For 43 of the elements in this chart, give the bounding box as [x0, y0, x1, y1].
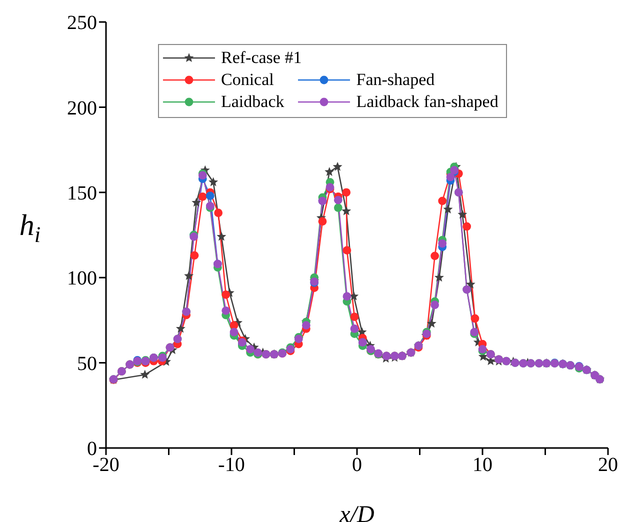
y-tick-label: 200 [67, 97, 97, 120]
y-tick-label: 150 [67, 182, 97, 204]
point [216, 232, 226, 241]
y-tick-label: 50 [77, 352, 97, 375]
point [140, 370, 150, 379]
point [208, 177, 218, 186]
point [318, 217, 327, 226]
x-tick-label: 0 [352, 454, 362, 476]
point [342, 206, 352, 216]
point [206, 192, 214, 200]
point [443, 204, 453, 214]
point [342, 188, 351, 197]
point [350, 312, 359, 321]
point [198, 192, 207, 201]
point [434, 272, 444, 282]
point [349, 291, 359, 300]
x-tick-label: 20 [598, 454, 618, 476]
point [462, 222, 472, 231]
point [190, 251, 199, 260]
point [192, 198, 202, 207]
point [184, 270, 194, 280]
point [426, 318, 436, 328]
y-axis-title: h$_{i}$ [19, 209, 41, 247]
point [324, 166, 334, 176]
point [458, 210, 468, 219]
point [438, 196, 447, 206]
point [470, 314, 480, 323]
legend-label: Laidback fan-shaped [356, 91, 498, 113]
point [214, 208, 223, 218]
legend-label: Fan-shaped [356, 69, 435, 91]
point [332, 162, 342, 171]
y-tick-label: 100 [67, 268, 97, 290]
legend-label: Ref-case #1 [221, 47, 302, 69]
legend-label: Laidback [221, 91, 284, 113]
point [430, 252, 440, 260]
x-axis-title: x/D [338, 502, 374, 522]
legend-label: Conical [221, 69, 274, 91]
point [222, 290, 230, 299]
x-tick-label: -10 [218, 454, 245, 476]
y-tick-label: 250 [67, 12, 97, 34]
point [342, 246, 352, 255]
point [176, 324, 186, 333]
x-tick-label: 10 [472, 454, 492, 476]
